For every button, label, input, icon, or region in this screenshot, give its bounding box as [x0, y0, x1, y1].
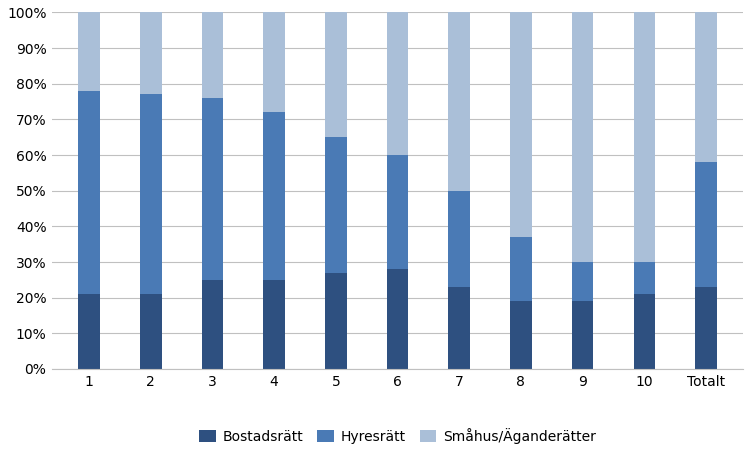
Bar	[448, 191, 470, 287]
Bar	[510, 301, 532, 369]
Bar	[510, 237, 532, 301]
Bar	[78, 13, 100, 91]
Bar	[387, 155, 408, 269]
Bar	[634, 262, 656, 294]
Bar	[263, 280, 285, 369]
Bar	[448, 287, 470, 369]
Bar	[202, 13, 223, 98]
Bar	[140, 13, 161, 94]
Bar	[78, 91, 100, 294]
Bar	[695, 287, 717, 369]
Bar	[695, 162, 717, 287]
Bar	[325, 273, 346, 369]
Bar	[634, 294, 656, 369]
Bar	[572, 301, 593, 369]
Bar	[202, 280, 223, 369]
Bar	[448, 13, 470, 191]
Bar	[140, 294, 161, 369]
Bar	[325, 137, 346, 273]
Legend: Bostadsrätt, Hyresrätt, Småhus/Äganderätter: Bostadsrätt, Hyresrätt, Småhus/Äganderät…	[194, 422, 602, 450]
Bar	[78, 294, 100, 369]
Bar	[695, 13, 717, 162]
Bar	[634, 13, 656, 262]
Bar	[263, 13, 285, 112]
Bar	[140, 94, 161, 294]
Bar	[510, 13, 532, 237]
Bar	[263, 112, 285, 280]
Bar	[387, 269, 408, 369]
Bar	[202, 98, 223, 280]
Bar	[325, 13, 346, 137]
Bar	[572, 262, 593, 301]
Bar	[572, 13, 593, 262]
Bar	[387, 13, 408, 155]
